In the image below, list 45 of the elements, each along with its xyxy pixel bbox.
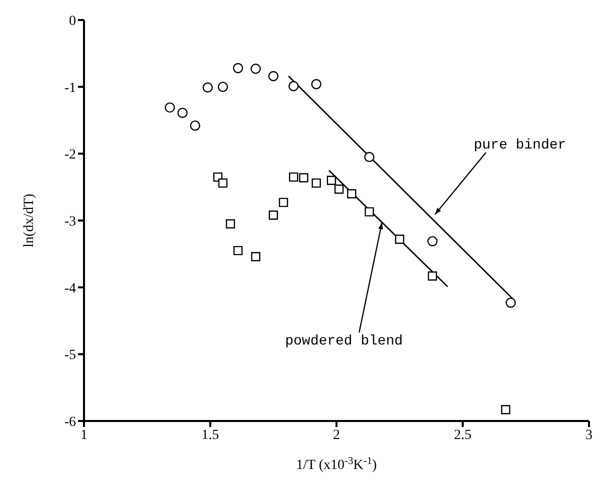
point [250,64,261,74]
point [312,178,321,188]
annotation: pure binder [474,137,566,154]
x-tick-label: 2 [333,428,340,443]
point [278,198,288,208]
point [364,207,374,216]
point [268,71,278,82]
point [218,178,228,188]
point [177,108,188,118]
point [427,236,438,246]
point [326,176,336,185]
y-tick-label: -1 [64,80,76,96]
y-tick-label: -5 [64,348,76,364]
point [164,102,175,113]
y-tick-label: -3 [64,214,76,230]
point [299,173,308,182]
point [268,210,278,220]
x-tick-label: 2.5 [454,428,472,443]
point [218,82,228,92]
point [311,79,322,90]
point [233,246,243,256]
point [288,172,298,182]
point [288,81,299,92]
x-tick-label: 1.5 [202,428,219,443]
annotation: powdered blend [285,334,403,350]
y-axis-title: ln(dx/dT) [22,193,37,248]
y-tick-label: 0 [69,14,76,29]
point [251,252,260,262]
y-tick-label: -6 [64,414,76,430]
point [364,152,374,162]
y-tick-label: -4 [64,281,76,296]
point [428,271,438,281]
x-tick-label: 3 [586,428,592,443]
point [226,219,236,228]
point [347,189,356,198]
point [232,63,244,74]
point [501,405,510,414]
point [202,82,213,93]
point [334,184,344,194]
x-axis-title: 1/T (x10$^{-3}$K$^{-1}$) [296,456,378,473]
point [190,120,200,131]
point [395,234,404,244]
y-tick-label: -2 [64,148,76,163]
point [506,298,516,308]
x-tick-label: 1 [80,428,88,443]
